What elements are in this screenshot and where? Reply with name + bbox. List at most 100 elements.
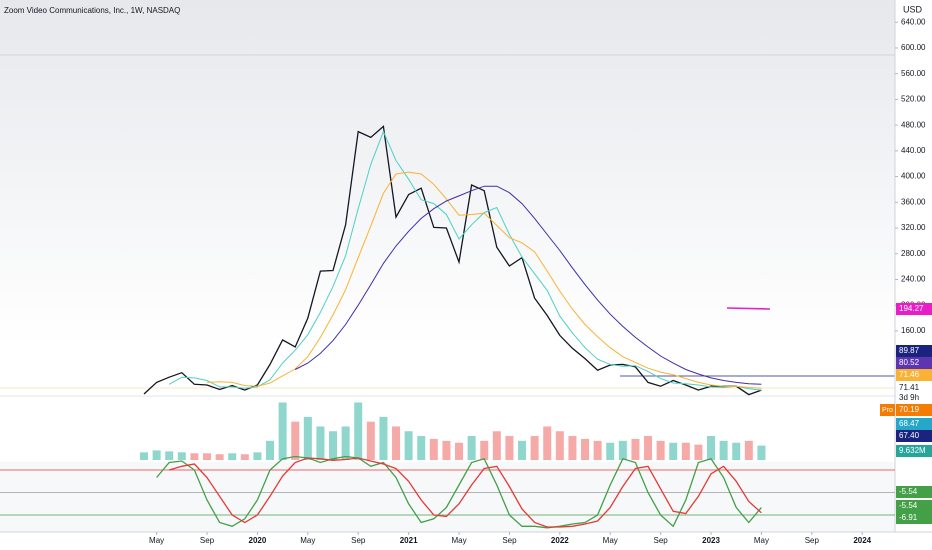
y-tick-label: 280.00 xyxy=(901,249,926,258)
volume-bar xyxy=(140,452,149,460)
volume-bar xyxy=(215,454,224,460)
chart-title: Zoom Video Communications, Inc., 1W, NAS… xyxy=(4,6,180,15)
y-tick-label: 320.00 xyxy=(901,223,926,232)
price-tag xyxy=(896,430,932,442)
price-tag xyxy=(896,369,932,381)
volume-bar xyxy=(253,452,262,460)
volume-bar xyxy=(719,440,728,460)
price-tag xyxy=(896,512,932,524)
volume-bar xyxy=(467,436,476,460)
volume-bar xyxy=(631,438,640,460)
volume-bar xyxy=(442,440,451,460)
moving-average xyxy=(168,130,762,391)
x-tick-label: Sep xyxy=(502,536,517,545)
oscillator-line xyxy=(156,455,762,529)
volume-bar xyxy=(152,450,161,460)
y-tick-label: 440.00 xyxy=(901,146,926,155)
drawing-line xyxy=(726,307,771,310)
x-tick-label: 2020 xyxy=(249,536,267,545)
moving-average xyxy=(206,171,762,389)
x-tick-label: May xyxy=(300,536,315,545)
price-tag-label: 71.41 xyxy=(899,383,920,392)
volume-bar xyxy=(707,436,716,460)
x-tick-label: Sep xyxy=(805,536,820,545)
volume-bar xyxy=(329,431,338,460)
price-tag-label: -5.54 xyxy=(899,501,918,510)
volume-bar xyxy=(429,438,438,460)
x-tick-label: May xyxy=(603,536,618,545)
volume-bar xyxy=(694,444,703,460)
volume-bar xyxy=(518,440,527,460)
x-tick-label: May xyxy=(451,536,466,545)
x-tick-label: 2022 xyxy=(551,536,569,545)
price-line xyxy=(143,125,762,396)
x-tick-label: May xyxy=(149,536,164,545)
volume-bar xyxy=(681,442,690,460)
volume-bar xyxy=(581,438,590,460)
volume-bar xyxy=(291,421,300,460)
volume-bar xyxy=(303,416,312,460)
volume-bar xyxy=(669,442,678,460)
volume-bar xyxy=(555,431,564,460)
volume-bar xyxy=(316,426,325,460)
axis-unit: USD xyxy=(903,4,923,14)
volume-bar xyxy=(480,440,489,460)
price-tag-label: 3d 9h xyxy=(899,393,919,402)
volume-bar xyxy=(404,431,413,460)
price-tag xyxy=(896,500,932,512)
price-tag xyxy=(896,418,932,430)
x-tick-label: Sep xyxy=(351,536,366,545)
volume-bar xyxy=(278,402,287,460)
y-tick-label: 400.00 xyxy=(901,172,926,181)
volume-bar xyxy=(644,436,653,460)
volume-bar xyxy=(757,445,766,460)
x-tick-label: 2023 xyxy=(702,536,720,545)
x-tick-label: Sep xyxy=(654,536,669,545)
volume-bar xyxy=(606,442,615,460)
volume-bar xyxy=(190,453,199,460)
volume-bar xyxy=(354,402,363,460)
price-tag xyxy=(896,303,932,315)
y-tick-label: 560.00 xyxy=(901,69,926,78)
oscillator-line xyxy=(169,457,762,528)
volume-bar xyxy=(165,451,174,460)
volume-bar xyxy=(593,440,602,460)
x-tick-label: 2024 xyxy=(853,536,871,545)
price-tag-label: 89.87 xyxy=(899,346,920,355)
y-tick-label: 160.00 xyxy=(901,326,926,335)
price-tag xyxy=(896,357,932,369)
volume-bar xyxy=(732,442,741,460)
volume-bar xyxy=(266,440,275,460)
oscillator-pane xyxy=(0,462,895,532)
price-tag xyxy=(896,445,932,457)
y-tick-label: 520.00 xyxy=(901,95,926,104)
price-tag-label: 67.40 xyxy=(899,431,920,440)
price-tag-label: 68.47 xyxy=(899,419,920,428)
volume-bar xyxy=(417,436,426,460)
x-tick-label: 2021 xyxy=(400,536,418,545)
price-tag-label: -5.54 xyxy=(899,487,918,496)
volume-bar xyxy=(492,431,501,460)
price-tag xyxy=(896,404,932,416)
volume-bar xyxy=(455,442,464,460)
volume-bar xyxy=(203,453,212,460)
volume-bar xyxy=(744,440,753,460)
volume-bar xyxy=(505,436,514,460)
volume-bar xyxy=(618,440,627,460)
y-tick-label: 240.00 xyxy=(901,275,926,284)
volume-bar xyxy=(543,426,552,460)
badge-label: Pro xyxy=(882,407,893,414)
price-tag-label: 194.27 xyxy=(899,304,924,313)
price-tag-label: 80.52 xyxy=(899,358,920,367)
volume-bar xyxy=(656,440,665,460)
moving-average xyxy=(294,185,762,385)
x-tick-label: Sep xyxy=(200,536,215,545)
y-tick-label: 480.00 xyxy=(901,120,926,129)
y-tick-label: 360.00 xyxy=(901,197,926,206)
price-tag xyxy=(896,345,932,357)
y-tick-label: 600.00 xyxy=(901,43,926,52)
price-tag-label: -6.91 xyxy=(899,513,918,522)
x-tick-label: May xyxy=(754,536,769,545)
badge xyxy=(880,404,895,416)
